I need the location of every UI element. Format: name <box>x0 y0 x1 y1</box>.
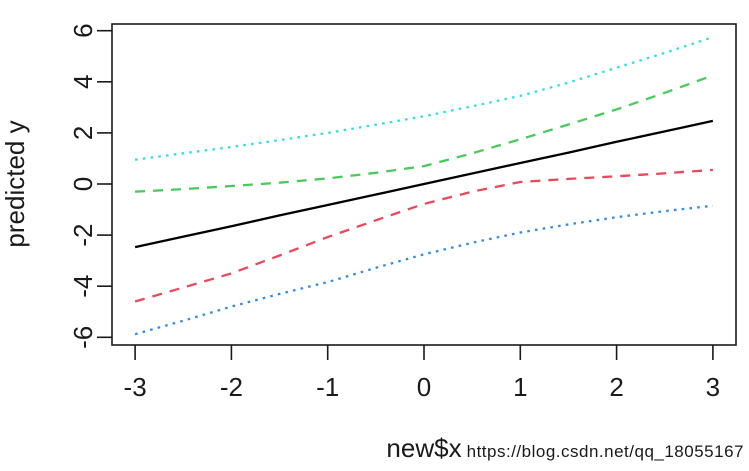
x-tick-label: 3 <box>706 372 720 402</box>
y-tick-label: -6 <box>68 326 98 349</box>
x-tick-label: -2 <box>220 372 243 402</box>
x-axis-title: new$x <box>386 433 461 463</box>
curve-upper-confidence-bound <box>135 74 714 193</box>
y-tick-label: 0 <box>68 177 98 191</box>
x-tick-label: 2 <box>609 372 623 402</box>
watermark-text: https://blog.csdn.net/qq_18055167 <box>467 442 744 461</box>
x-tick-label: 1 <box>513 372 527 402</box>
x-tick-label: 0 <box>417 372 431 402</box>
y-tick-label: 6 <box>68 23 98 37</box>
curve-lower-confidence-bound <box>134 168 713 303</box>
y-axis-title: predicted y <box>0 120 30 247</box>
x-tick-label: -1 <box>316 372 339 402</box>
curve-fitted-line <box>134 119 714 249</box>
x-axis: -3 -2 -1 0 1 2 3 <box>124 345 720 402</box>
y-tick-label: -4 <box>68 275 98 298</box>
y-axis: -6 -4 -2 0 2 4 6 <box>68 23 112 349</box>
y-tick-label: -2 <box>68 224 98 247</box>
y-tick-label: 4 <box>68 75 98 89</box>
y-tick-label: 2 <box>68 126 98 140</box>
plot-curves <box>134 36 714 336</box>
curve-upper-prediction-bound <box>134 36 714 161</box>
x-tick-label: -3 <box>124 372 147 402</box>
curve-lower-prediction-bound <box>134 204 714 336</box>
